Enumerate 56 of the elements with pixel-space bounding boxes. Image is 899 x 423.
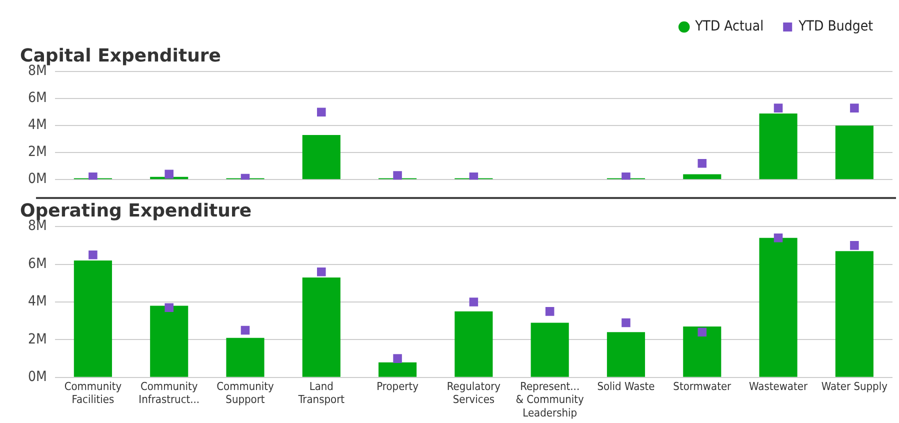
- bar: [683, 174, 722, 180]
- y-tick-label: 0M: [28, 369, 47, 386]
- point: [317, 108, 326, 116]
- bar: [302, 277, 340, 377]
- legend-label: YTD Actual: [694, 18, 764, 35]
- bar: [759, 113, 798, 180]
- bar: [378, 362, 417, 377]
- y-tick-label: 4M: [28, 294, 47, 310]
- bar: [759, 238, 798, 377]
- x-tick-label: Community Facilities: [64, 380, 122, 406]
- y-tick-label: 6M: [28, 256, 47, 272]
- bar: [606, 332, 646, 377]
- y-tick-label: 2M: [28, 331, 47, 348]
- x-tick-label: Land Transport: [297, 380, 345, 406]
- bar: [302, 135, 340, 180]
- point: [774, 104, 783, 112]
- point: [622, 172, 630, 180]
- point: [164, 303, 174, 312]
- point: [240, 326, 250, 335]
- point: [698, 159, 707, 168]
- point: [393, 171, 402, 180]
- point: [317, 267, 326, 276]
- point: [545, 307, 554, 316]
- point: [622, 318, 630, 328]
- bar: [226, 338, 264, 377]
- bar: [150, 306, 188, 377]
- point: [850, 104, 859, 112]
- bar: [530, 322, 569, 377]
- bar: [683, 326, 722, 377]
- x-tick-label: Wastewater: [749, 380, 808, 393]
- point: [469, 298, 478, 306]
- x-tick-label: Solid Waste: [597, 380, 655, 393]
- bar: [74, 260, 112, 377]
- x-tick-label: Regulatory Services: [446, 380, 501, 406]
- point: [774, 234, 783, 242]
- x-tick-label: Represent... & Community Leadership: [516, 380, 584, 420]
- x-tick-label: Water Supply: [821, 380, 888, 393]
- x-tick-label: Community Support: [216, 380, 274, 406]
- point: [850, 241, 859, 250]
- y-tick-label: 2M: [28, 144, 47, 160]
- x-tick-label: Community Infrastruct...: [138, 380, 200, 406]
- point: [393, 354, 402, 363]
- bar: [835, 251, 874, 377]
- point: [469, 172, 478, 180]
- y-tick-label: 6M: [28, 90, 47, 106]
- x-tick-label: Stormwater: [673, 380, 732, 393]
- point: [698, 328, 707, 337]
- y-tick-label: 4M: [28, 117, 47, 134]
- point: [88, 172, 98, 180]
- point: [88, 250, 98, 260]
- legend-label: YTD Budget: [798, 18, 874, 35]
- bar: [835, 126, 874, 180]
- point: [164, 170, 174, 179]
- x-tick-label: Property: [376, 380, 419, 393]
- bar: [454, 311, 493, 377]
- y-tick-label: 0M: [28, 171, 47, 188]
